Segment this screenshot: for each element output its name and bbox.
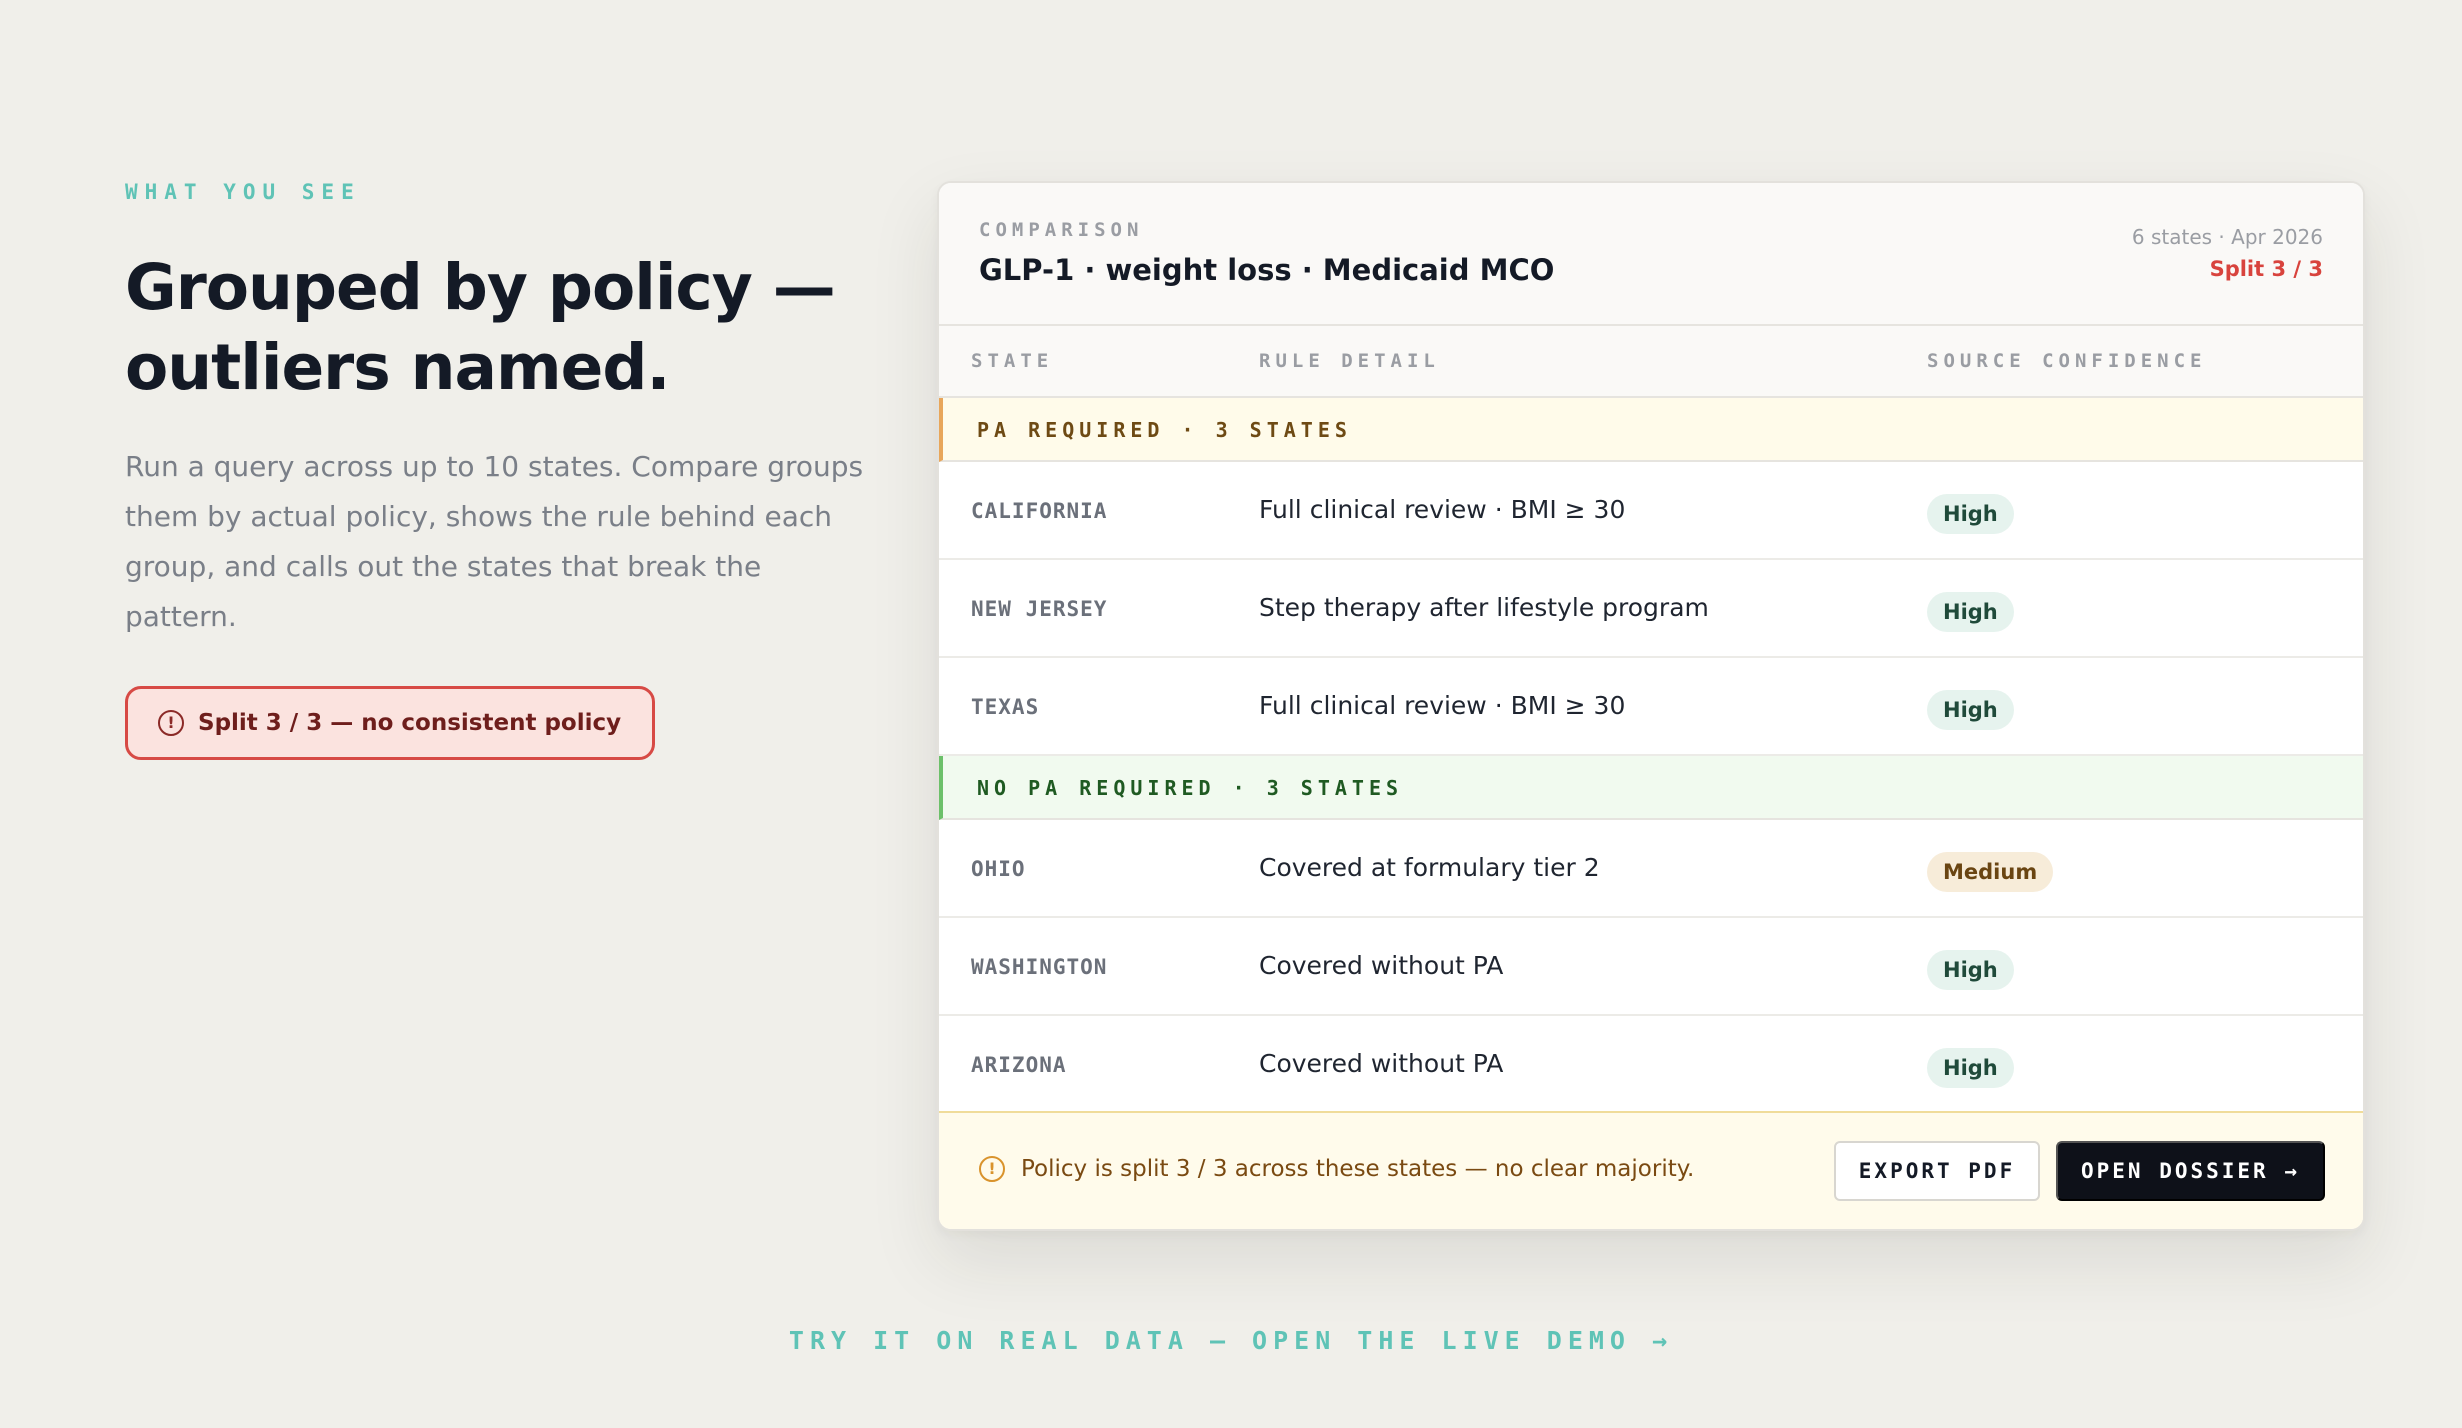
column-header-rule-detail: RULE DETAIL	[1259, 350, 1440, 372]
rule-detail: Full clinical review · BMI ≥ 30	[1259, 691, 1626, 720]
rule-detail: Covered without PA	[1259, 951, 1504, 980]
card-title: GLP-1 · weight loss · Medicaid MCO	[979, 253, 1555, 287]
state-name: NEW JERSEY	[971, 597, 1108, 621]
card-meta: 6 states · Apr 2026	[2131, 225, 2323, 249]
card-header: COMPARISON GLP-1 · weight loss · Medicai…	[939, 183, 2363, 326]
state-name: OHIO	[971, 857, 1026, 881]
table-header: STATE RULE DETAIL SOURCE CONFIDENCE	[939, 326, 2363, 398]
section-description: Run a query across up to 10 states. Comp…	[125, 450, 864, 633]
intro-section: WHAT YOU SEE Grouped by policy — outlier…	[125, 180, 865, 760]
group-header-no-pa-required: NO PA REQUIRED · 3 STATES	[939, 756, 2363, 820]
confidence-badge: High	[1927, 494, 2014, 534]
card-split-label: Split 3 / 3	[2209, 257, 2323, 281]
confidence-badge: High	[1927, 950, 2014, 990]
state-name: TEXAS	[971, 695, 1040, 719]
rule-detail: Step therapy after lifestyle program	[1259, 593, 1709, 622]
confidence-badge: High	[1927, 1048, 2014, 1088]
column-header-state: STATE	[971, 350, 1054, 372]
group-header-pa-required: PA REQUIRED · 3 STATES	[939, 398, 2363, 462]
confidence-badge: High	[1927, 592, 2014, 632]
state-name: CALIFORNIA	[971, 499, 1108, 523]
state-name: ARIZONA	[971, 1053, 1067, 1077]
table-row[interactable]: NEW JERSEY Step therapy after lifestyle …	[939, 560, 2363, 658]
export-pdf-button[interactable]: EXPORT PDF	[1834, 1141, 2040, 1201]
split-status-text: Split 3 / 3 — no consistent policy	[198, 710, 622, 736]
warning-circle-icon: !	[979, 1156, 1005, 1182]
split-warning: ! Policy is split 3 / 3 across these sta…	[979, 1156, 1694, 1182]
confidence-badge: High	[1927, 690, 2014, 730]
table-row[interactable]: OHIO Covered at formulary tier 2 Medium	[939, 820, 2363, 918]
table-row[interactable]: CALIFORNIA Full clinical review · BMI ≥ …	[939, 462, 2363, 560]
card-kicker: COMPARISON	[979, 219, 1144, 241]
open-dossier-button[interactable]: OPEN DOSSIER →	[2056, 1141, 2325, 1201]
comparison-card: COMPARISON GLP-1 · weight loss · Medicai…	[937, 181, 2365, 1231]
split-status-pill: ! Split 3 / 3 — no consistent policy	[125, 686, 656, 760]
column-header-source-confidence: SOURCE CONFIDENCE	[1927, 350, 2207, 372]
split-warning-text: Policy is split 3 / 3 across these state…	[1021, 1156, 1695, 1182]
section-eyebrow: WHAT YOU SEE	[125, 180, 361, 204]
rule-detail: Covered at formulary tier 2	[1259, 853, 1600, 882]
table-row[interactable]: TEXAS Full clinical review · BMI ≥ 30 Hi…	[939, 658, 2363, 756]
table-row[interactable]: WASHINGTON Covered without PA High	[939, 918, 2363, 1016]
live-demo-link[interactable]: TRY IT ON REAL DATA — OPEN THE LIVE DEMO…	[788, 1326, 1674, 1355]
alert-circle-icon: !	[158, 710, 184, 736]
rule-detail: Full clinical review · BMI ≥ 30	[1259, 495, 1626, 524]
group-label: PA REQUIRED · 3 STATES	[977, 418, 1352, 442]
confidence-badge: Medium	[1927, 852, 2054, 892]
table-row[interactable]: ARIZONA Covered without PA High	[939, 1016, 2363, 1114]
rule-detail: Covered without PA	[1259, 1049, 1504, 1078]
group-label: NO PA REQUIRED · 3 STATES	[977, 776, 1404, 800]
section-headline: Grouped by policy — outliers named.	[125, 251, 836, 404]
card-footer: ! Policy is split 3 / 3 across these sta…	[939, 1111, 2363, 1229]
state-name: WASHINGTON	[971, 955, 1108, 979]
